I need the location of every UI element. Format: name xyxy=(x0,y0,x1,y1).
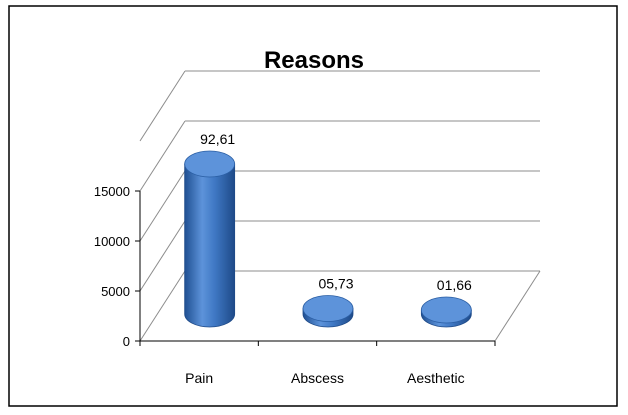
bar-pain xyxy=(184,150,236,328)
category-label: Abscess xyxy=(291,370,344,386)
bar-abscess xyxy=(302,295,354,328)
data-label: 01,66 xyxy=(437,277,472,293)
bar-body xyxy=(184,163,236,328)
chart-title: Reasons xyxy=(264,47,364,74)
gridline-left xyxy=(139,220,186,292)
bar-top xyxy=(184,150,236,178)
category-label: Pain xyxy=(185,370,213,386)
gridline-left xyxy=(139,170,186,242)
floor-right-edge xyxy=(494,270,541,342)
y-axis-ticks: 0 5000 10000 15000 xyxy=(94,184,140,349)
bar-layer xyxy=(184,150,472,328)
data-label: 05,73 xyxy=(318,276,353,292)
y-tick-label: 0 xyxy=(123,334,130,349)
y-tick-label: 5000 xyxy=(101,284,130,299)
bar-top xyxy=(420,296,472,324)
gridline-left xyxy=(139,270,186,342)
category-label: Aesthetic xyxy=(407,370,465,386)
grid-layer xyxy=(139,70,541,346)
gridline-left xyxy=(139,120,186,192)
y-tick-label: 15000 xyxy=(94,184,130,199)
data-label-layer: 92,61 05,73 01,66 xyxy=(200,131,472,293)
y-tick-label: 10000 xyxy=(94,234,130,249)
x-axis-labels: Pain Abscess Aesthetic xyxy=(185,370,464,386)
data-label: 92,61 xyxy=(200,131,235,147)
bar-aesthetic xyxy=(420,296,472,328)
chart-border xyxy=(8,5,618,407)
bar-top xyxy=(302,295,354,322)
gridline-left xyxy=(139,70,186,142)
